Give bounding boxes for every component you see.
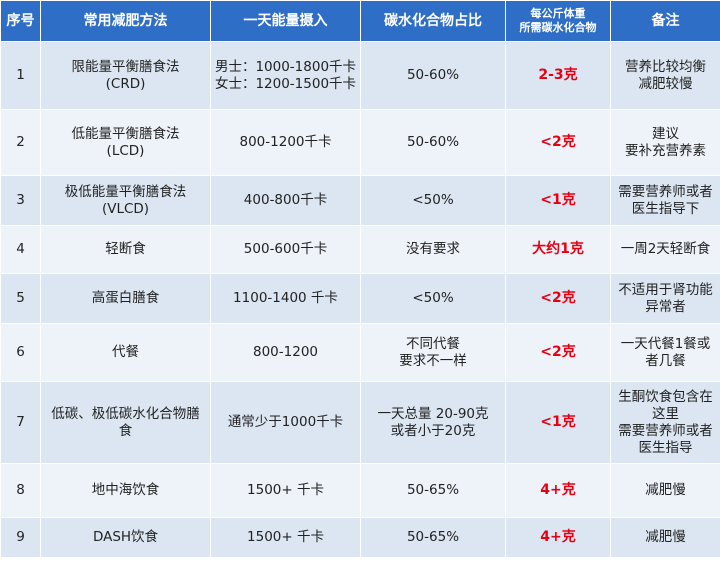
carb-per-kg-cell: <1克 [505, 175, 611, 226]
carb-ratio-cell: 不同代餐 要求不一样 [360, 323, 506, 382]
table-row: 8 地中海饮食 1500+ 千卡 50-65% 4+克 减肥慢 [0, 463, 720, 518]
method-cell: 低碳、极低碳水化合物膳食 [40, 381, 211, 464]
carb-ratio-cell: <50% [360, 175, 506, 226]
table-row: 4 轻断食 500-600千卡 没有要求 大约1克 一周2天轻断食 [0, 225, 720, 274]
energy-cell: 1500+ 千卡 [210, 463, 361, 518]
method-cell: 限能量平衡膳食法 (CRD) [40, 41, 211, 110]
energy-cell: 1500+ 千卡 [210, 517, 361, 558]
header-method: 常用减肥方法 [40, 0, 211, 42]
carb-per-kg-cell: 4+克 [505, 463, 611, 518]
table-row: 5 高蛋白膳食 1100-1400 千卡 <50% <2克 不适用于肾功能 异常者 [0, 273, 720, 324]
header-carb-ratio: 碳水化合物占比 [360, 0, 506, 42]
row-number: 7 [0, 381, 41, 464]
carb-per-kg-cell: <2克 [505, 109, 611, 176]
row-number: 3 [0, 175, 41, 226]
note-cell: 减肥慢 [610, 463, 720, 518]
method-cell: 轻断食 [40, 225, 211, 274]
header-no: 序号 [0, 0, 41, 42]
carb-ratio-cell: 50-65% [360, 463, 506, 518]
note-cell: 营养比较均衡 减肥较慢 [610, 41, 720, 110]
method-cell: 地中海饮食 [40, 463, 211, 518]
note-cell: 生酮饮食包含在 这里 需要营养师或者 医生指导 [610, 381, 720, 464]
method-cell: 极低能量平衡膳食法 (VLCD) [40, 175, 211, 226]
note-cell: 需要营养师或者 医生指导下 [610, 175, 720, 226]
method-cell: 高蛋白膳食 [40, 273, 211, 324]
row-number: 4 [0, 225, 41, 274]
header-carb-per-kg: 每公斤体重 所需碳水化合物 [505, 0, 611, 42]
energy-cell: 500-600千卡 [210, 225, 361, 274]
note-cell: 不适用于肾功能 异常者 [610, 273, 720, 324]
energy-cell: 800-1200千卡 [210, 109, 361, 176]
energy-cell: 400-800千卡 [210, 175, 361, 226]
note-cell: 建议 要补充营养素 [610, 109, 720, 176]
table-row: 2 低能量平衡膳食法 (LCD) 800-1200千卡 50-60% <2克 建议 要补充营养… [0, 109, 720, 176]
method-cell: 代餐 [40, 323, 211, 382]
row-number: 8 [0, 463, 41, 518]
header-row: 序号 常用减肥方法 一天能量摄入 碳水化合物占比 每公斤体重 所需碳水化合物 备注 [0, 0, 720, 42]
carb-ratio-cell: 没有要求 [360, 225, 506, 274]
carb-ratio-cell: 50-60% [360, 109, 506, 176]
carb-per-kg-cell: <1克 [505, 381, 611, 464]
carb-ratio-cell: 一天总量 20-90克 或者小于20克 [360, 381, 506, 464]
row-number: 6 [0, 323, 41, 382]
carb-per-kg-cell: <2克 [505, 323, 611, 382]
energy-cell: 通常少于1000千卡 [210, 381, 361, 464]
carb-per-kg-cell: <2克 [505, 273, 611, 324]
carb-ratio-cell: 50-60% [360, 41, 506, 110]
table-row: 9 DASH饮食 1500+ 千卡 50-65% 4+克 减肥慢 [0, 517, 720, 558]
table-row: 6 代餐 800-1200 不同代餐 要求不一样 <2克 一天代餐1餐或 者几餐 [0, 323, 720, 382]
carb-ratio-cell: <50% [360, 273, 506, 324]
energy-cell: 800-1200 [210, 323, 361, 382]
row-number: 5 [0, 273, 41, 324]
table-row: 1 限能量平衡膳食法 (CRD) 男士：1000-1800千卡 女士：1200-1500… [0, 41, 720, 110]
table-row: 7 低碳、极低碳水化合物膳食通常少于1000千卡 一天总量 20-90克 或者小于20… [0, 381, 720, 464]
table-row: 3 极低能量平衡膳食法 (VLCD) 400-800千卡 <50% <1克 需要营养师或者医… [0, 175, 720, 226]
energy-cell: 1100-1400 千卡 [210, 273, 361, 324]
note-cell: 一天代餐1餐或 者几餐 [610, 323, 720, 382]
header-energy: 一天能量摄入 [210, 0, 361, 42]
energy-cell: 男士：1000-1800千卡 女士：1200-1500千卡 [210, 41, 361, 110]
carb-per-kg-cell: 2-3克 [505, 41, 611, 110]
row-number: 9 [0, 517, 41, 558]
carb-ratio-cell: 50-65% [360, 517, 506, 558]
method-cell: DASH饮食 [40, 517, 211, 558]
diet-comparison-table: 序号 常用减肥方法 一天能量摄入 碳水化合物占比 每公斤体重 所需碳水化合物 备注… [0, 0, 720, 558]
header-note: 备注 [610, 0, 720, 42]
row-number: 2 [0, 109, 41, 176]
carb-per-kg-cell: 4+克 [505, 517, 611, 558]
note-cell: 一周2天轻断食 [610, 225, 720, 274]
carb-per-kg-cell: 大约1克 [505, 225, 611, 274]
row-number: 1 [0, 41, 41, 110]
method-cell: 低能量平衡膳食法 (LCD) [40, 109, 211, 176]
note-cell: 减肥慢 [610, 517, 720, 558]
